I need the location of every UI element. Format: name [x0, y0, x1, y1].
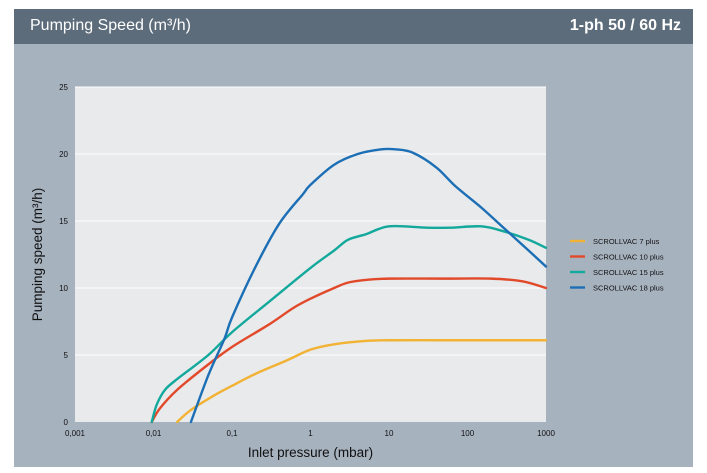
grid-lines — [75, 86, 546, 356]
legend: SCROLLVAC 7 plus SCROLLVAC 10 plus SCROLLV… — [570, 237, 664, 292]
series-line-2 — [150, 224, 548, 424]
plot-area — [75, 87, 546, 422]
legend-label-2: SCROLLVAC 15 plus — [593, 268, 664, 277]
series-line-3 — [189, 147, 548, 424]
x-axis-title: Inlet pressure (mbar) — [248, 445, 373, 460]
x-axis-ticks: 0,001 0,01 0,1 1 10 100 1000 — [65, 429, 555, 438]
legend-label-1: SCROLLVAC 10 plus — [593, 252, 664, 261]
x-tick-label: 10 — [385, 429, 394, 438]
y-tick-label: 5 — [64, 351, 69, 360]
x-tick-label: 100 — [461, 429, 475, 438]
chart-title: Pumping Speed (m³/h) — [30, 17, 191, 34]
y-axis-title: Pumping speed (m³/h) — [30, 188, 45, 322]
y-tick-label: 0 — [64, 418, 69, 427]
chart-header: Pumping Speed (m³/h) 1-ph 50 / 60 Hz — [14, 9, 693, 44]
x-tick-label: 0,1 — [226, 429, 238, 438]
frequency-label: 1-ph 50 / 60 Hz — [569, 17, 681, 34]
y-tick-label: 15 — [59, 217, 68, 226]
x-tick-label: 0,01 — [146, 429, 162, 438]
series-line-1 — [150, 277, 548, 424]
series-line-0 — [175, 339, 548, 424]
x-tick-label: 1000 — [537, 429, 555, 438]
y-tick-label: 25 — [59, 83, 68, 92]
legend-label-3: SCROLLVAC 18 plus — [593, 283, 664, 292]
legend-label-0: SCROLLVAC 7 plus — [593, 237, 660, 246]
y-axis-ticks: 0 5 10 15 20 25 — [59, 83, 68, 427]
y-tick-label: 20 — [59, 150, 68, 159]
series-lines — [150, 147, 548, 424]
y-tick-label: 10 — [59, 284, 68, 293]
x-tick-label: 1 — [308, 429, 313, 438]
x-tick-label: 0,001 — [65, 429, 86, 438]
